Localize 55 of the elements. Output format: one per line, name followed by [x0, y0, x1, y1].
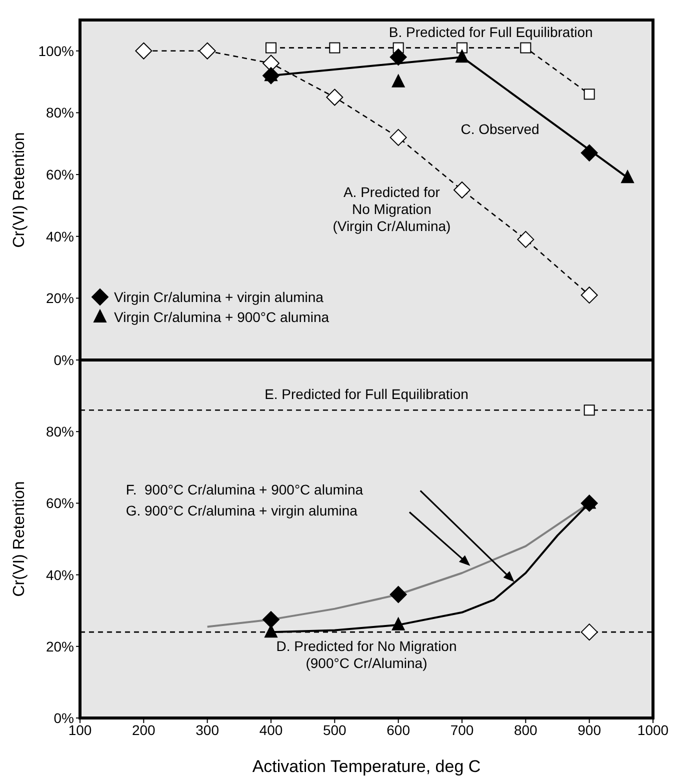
point	[266, 42, 276, 54]
y-tick-label: 20%	[46, 638, 74, 654]
point	[390, 48, 407, 66]
legend-label: Virgin Cr/alumina + 900°C alumina	[114, 309, 330, 325]
y-tick-label: 80%	[46, 104, 74, 121]
point	[584, 88, 595, 100]
ref-line-label: D. Predicted for No Migration (900°C Cr/Alumina)	[276, 638, 457, 672]
x-tick-label: 300	[196, 722, 220, 738]
annotation: B. Predicted for Full Equilibration	[388, 24, 593, 40]
x-tick-label: 400	[259, 722, 283, 738]
x-tick-label: 700	[450, 722, 474, 738]
point	[392, 74, 405, 88]
y-tick-label: 40%	[46, 228, 74, 244]
point	[135, 42, 152, 60]
y-tick-label: 0%	[54, 352, 74, 368]
point	[580, 144, 598, 162]
point	[454, 182, 470, 198]
y-tick-label: 40%	[46, 566, 74, 583]
x-tick-label: 500	[322, 722, 347, 738]
annotation: F. 900°C Cr/alumina + 900°C alumina	[126, 481, 364, 498]
x-tick-label: 1000	[637, 722, 669, 738]
point	[621, 170, 634, 184]
point	[326, 88, 344, 106]
point	[580, 624, 598, 641]
point	[456, 50, 468, 63]
ref-line-label: E. Predicted for Full Equilibration	[264, 386, 468, 402]
point	[456, 42, 468, 54]
y-tick-label: 0%	[54, 710, 74, 726]
annotation: G. 900°C Cr/alumina + virgin alumina	[126, 502, 358, 519]
y-tick-label: 20%	[46, 290, 74, 306]
x-tick-label: 900	[578, 722, 602, 738]
annotation: A. Predicted for No Migration (Virgin Cr/Alumina)	[332, 184, 451, 234]
point	[390, 586, 407, 603]
point	[584, 404, 595, 416]
point	[264, 624, 278, 638]
point	[390, 128, 407, 146]
point	[580, 286, 598, 304]
y-tick-label: 80%	[46, 424, 74, 440]
y-axis-title: Cr(VI) Retention	[11, 132, 28, 248]
y-axis-title: Cr(VI) Retention	[11, 481, 28, 597]
legend-label: Virgin Cr/alumina + virgin alumina	[114, 289, 324, 305]
y-tick-label: 100%	[38, 42, 74, 59]
x-tick-label: 600	[386, 722, 410, 738]
point	[198, 42, 216, 60]
point	[392, 617, 405, 630]
y-tick-label: 60%	[46, 495, 74, 512]
point	[329, 42, 340, 54]
y-tick-label: 60%	[46, 166, 74, 183]
point	[520, 42, 532, 54]
x-axis-title: Activation Temperature, deg C	[252, 757, 481, 776]
annotation: C. Observed	[460, 120, 540, 137]
point	[517, 230, 534, 248]
point	[262, 611, 280, 628]
x-tick-label: 800	[514, 722, 538, 738]
x-tick-label: 200	[132, 722, 156, 738]
